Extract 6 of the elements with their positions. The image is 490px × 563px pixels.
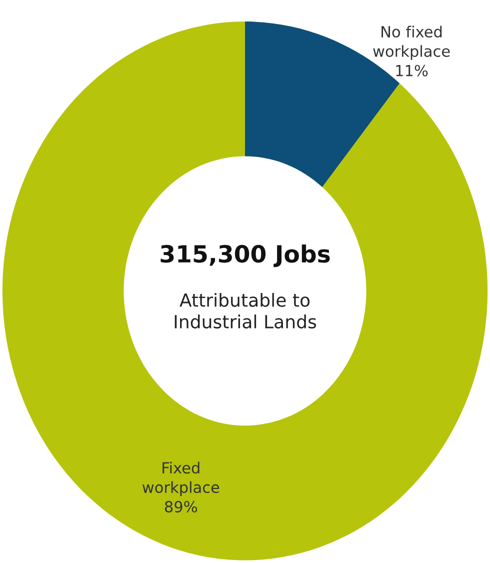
slice-label: No fixed workplace: [373, 26, 450, 60]
slice-label: Fixed workplace: [142, 462, 220, 496]
data-label: 89%: [164, 500, 198, 512]
data-label: 11%: [396, 64, 428, 76]
text: Attributable to Industrial Lands: [174, 292, 316, 329]
text: 315,300 Jobs: [160, 244, 330, 268]
